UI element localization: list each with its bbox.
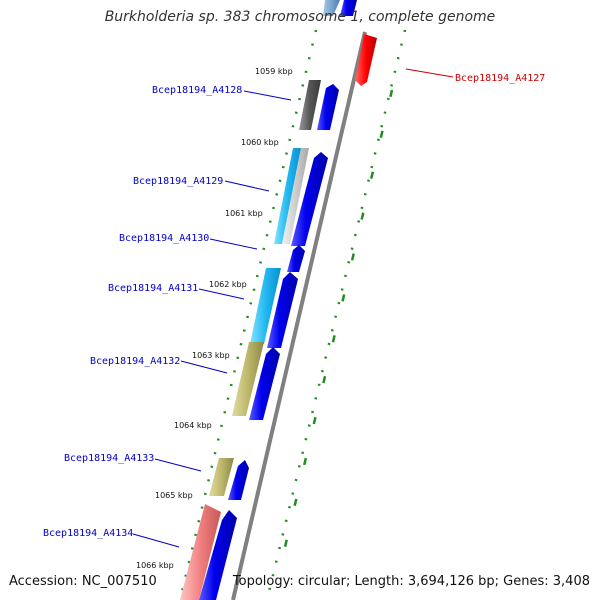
left-tick-track [178, 29, 318, 600]
gene-block-a4129-cyan [274, 148, 301, 244]
leader-line-a4127 [405, 68, 454, 78]
scale-label: 1060 kbp [241, 138, 279, 147]
scale-label: 1066 kbp [136, 561, 174, 570]
gene-block-a4128 [299, 80, 321, 130]
gene-label-a4129[interactable]: Bcep18194_A4129 [133, 176, 223, 187]
gene-block-a4133 [209, 458, 234, 496]
leader-line-a4131 [198, 288, 245, 300]
gene-arrow-a4134 [199, 510, 237, 600]
gene-block-top-partial [323, 0, 340, 16]
genome-summary-text: Topology: circular; Length: 3,694,126 bp… [232, 574, 590, 589]
gene-arrow-a4129 [291, 152, 328, 246]
genome-backbone [231, 31, 367, 600]
gene-arrow-a4131 [267, 272, 298, 348]
gene-label-a4133[interactable]: Bcep18194_A4133 [64, 453, 154, 464]
accession-text: Accession: NC_007510 [9, 574, 157, 589]
gene-label-a4128[interactable]: Bcep18194_A4128 [152, 85, 242, 96]
leader-line-a4129 [224, 180, 270, 192]
leader-line-a4130 [209, 238, 258, 250]
gene-arrow-top-partial [340, 0, 357, 16]
gene-arrow-a4128 [317, 84, 339, 130]
gene-label-a4127[interactable]: Bcep18194_A4127 [455, 73, 545, 84]
scale-label: 1065 kbp [155, 491, 193, 500]
leader-line-a4133 [154, 458, 202, 472]
gene-arrow-a4127 [355, 34, 377, 86]
gene-block-a4134 [180, 504, 221, 600]
scale-label: 1062 kbp [209, 280, 247, 289]
gene-block-a4129-silver [282, 148, 309, 244]
scale-label: 1064 kbp [174, 421, 212, 430]
scale-label: 1061 kbp [225, 209, 263, 218]
gene-label-a4130[interactable]: Bcep18194_A4130 [119, 233, 209, 244]
gene-arrow-a4132 [249, 347, 280, 420]
gene-arrow-a4130 [287, 245, 305, 272]
gene-label-a4134[interactable]: Bcep18194_A4134 [43, 528, 133, 539]
leader-line-a4134 [132, 533, 180, 548]
scale-label: 1063 kbp [192, 351, 230, 360]
leader-line-a4132 [180, 360, 228, 374]
scale-label: 1059 kbp [255, 67, 293, 76]
gene-block-a4131 [250, 268, 281, 344]
leader-line-a4128 [243, 90, 292, 101]
gene-block-a4132 [232, 342, 264, 416]
gene-label-a4131[interactable]: Bcep18194_A4131 [108, 283, 198, 294]
gene-arrow-a4133 [228, 460, 249, 500]
gene-label-a4132[interactable]: Bcep18194_A4132 [90, 356, 180, 367]
map-title: Burkholderia sp. 383 chromosome 1, compl… [104, 9, 496, 25]
